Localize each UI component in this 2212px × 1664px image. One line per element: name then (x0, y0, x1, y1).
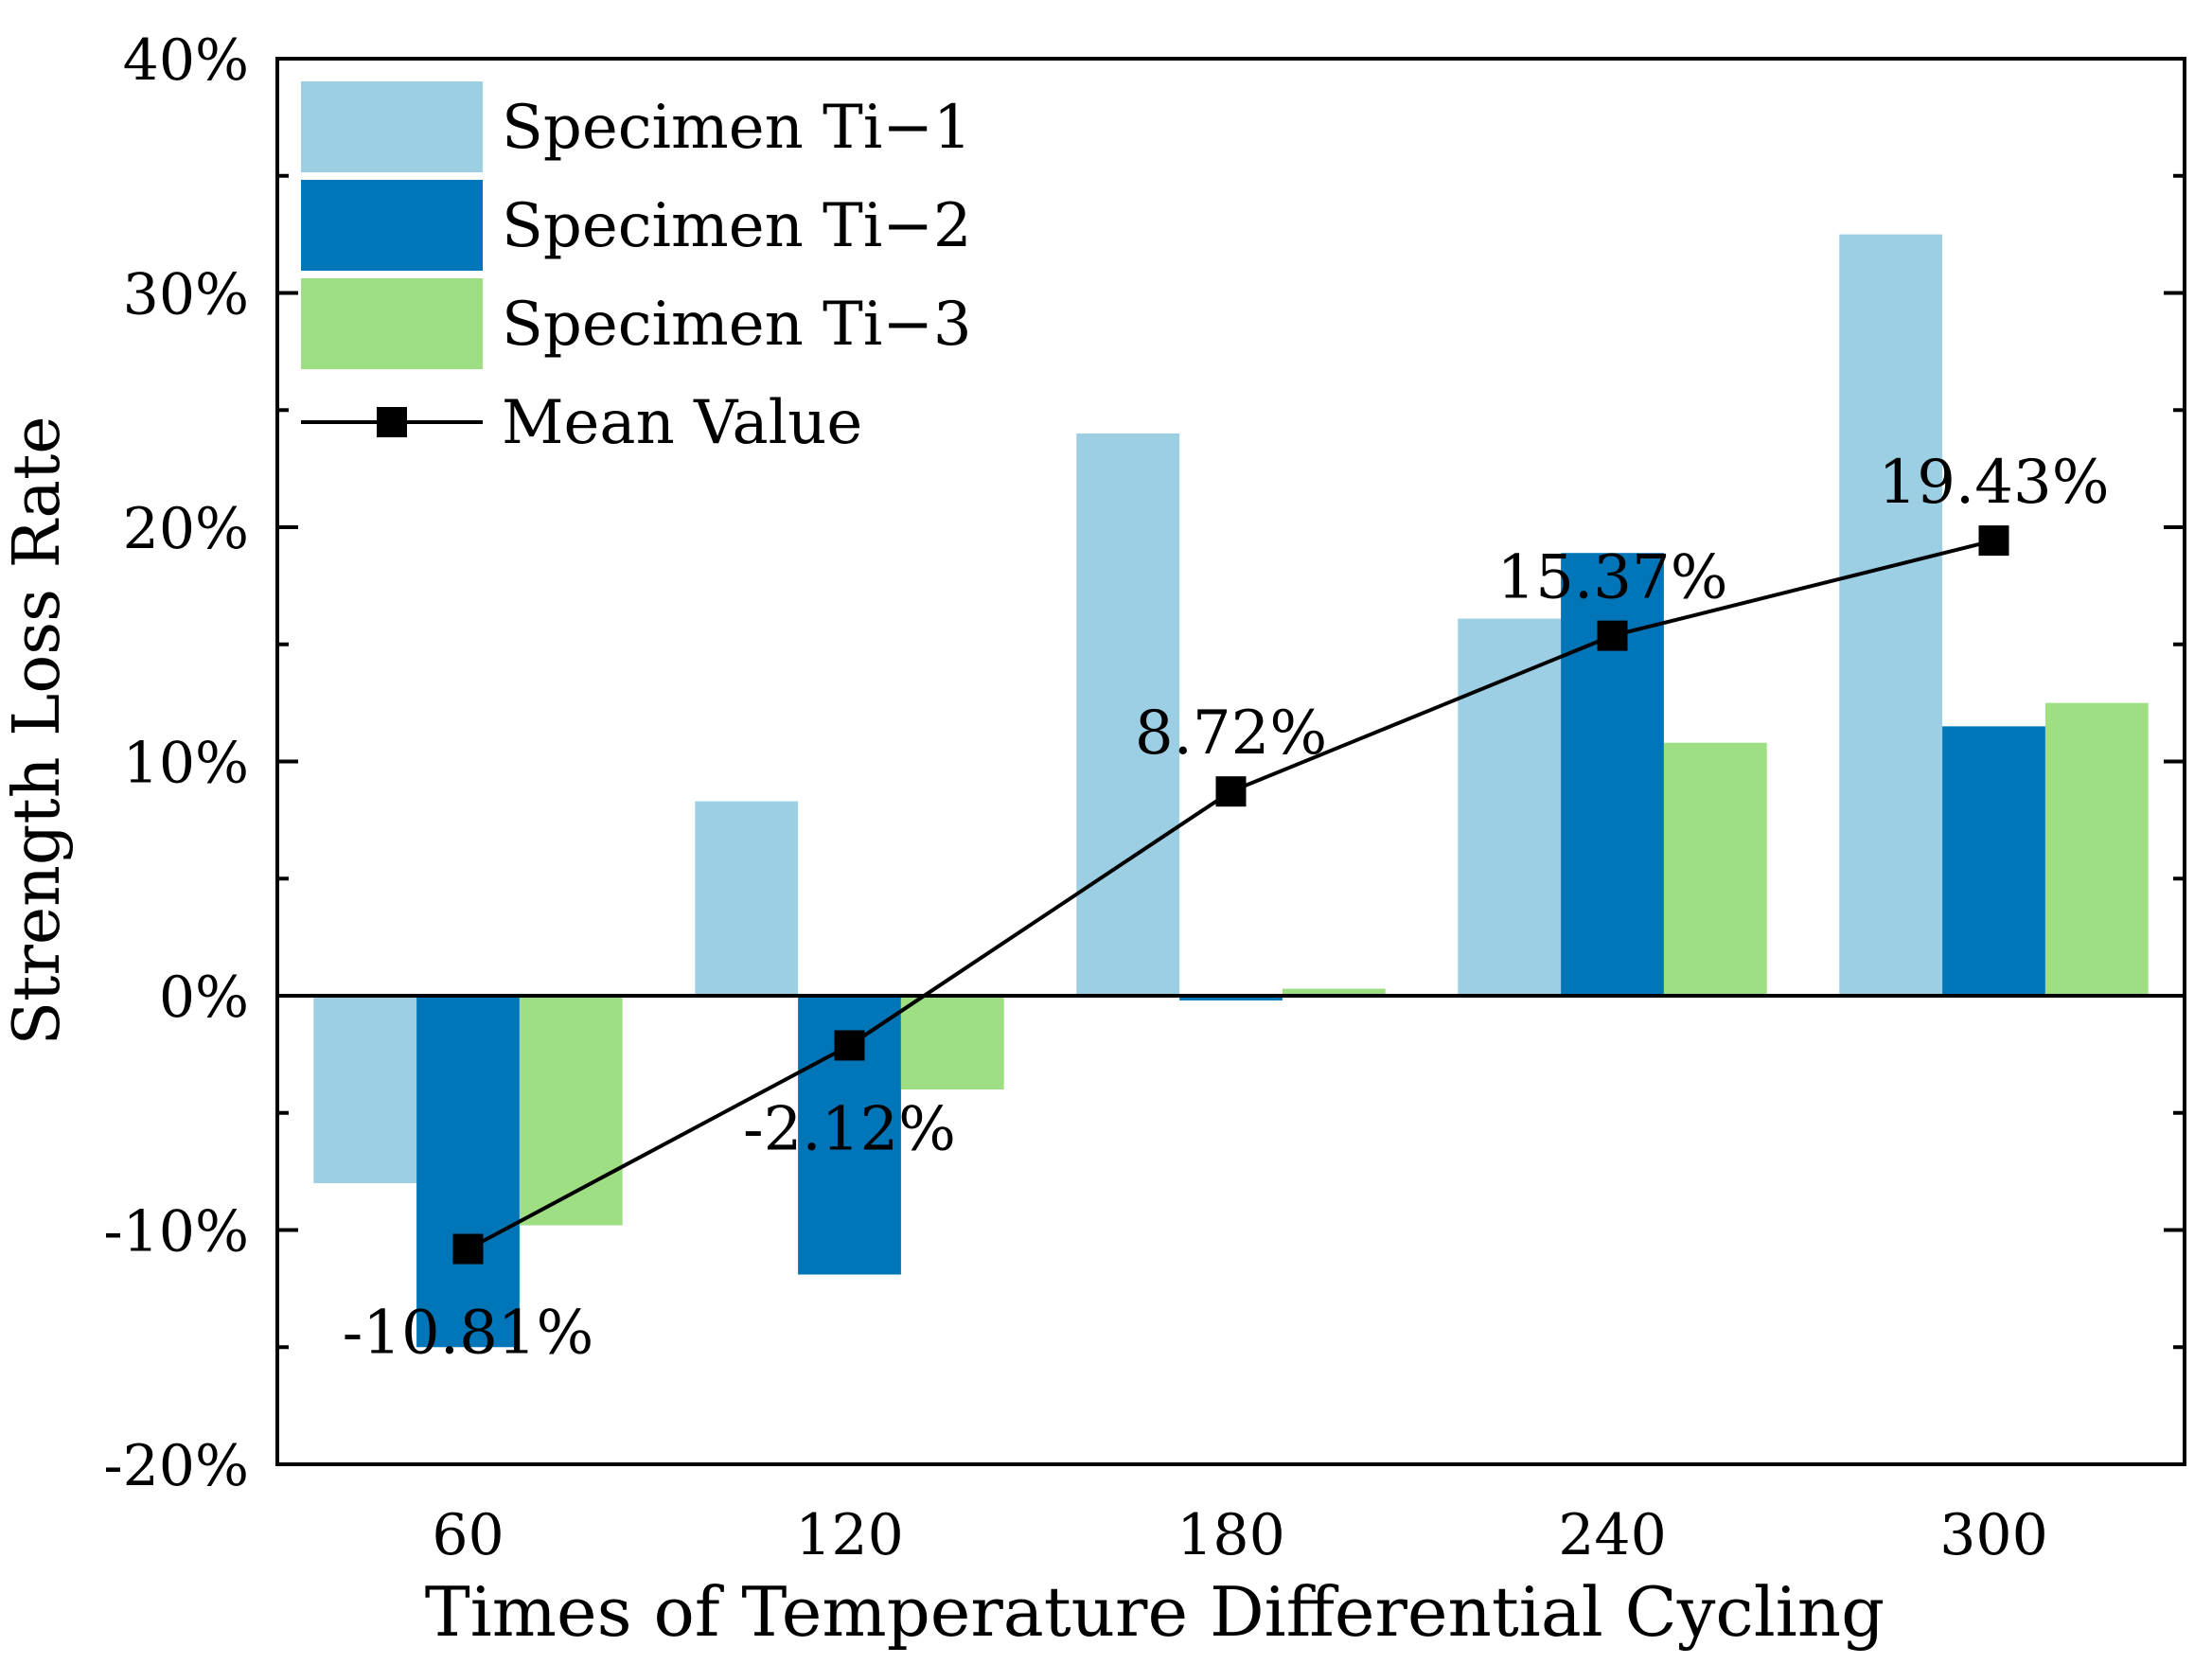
legend-swatch-1 (301, 81, 483, 172)
x-tick-label: 240 (1558, 1502, 1667, 1568)
y-tick-label: -20% (103, 1433, 249, 1499)
bar-3-240 (1663, 742, 1767, 996)
legend-swatch-2 (301, 180, 483, 271)
legend-mean-marker (377, 407, 407, 437)
mean-data-label: -2.12% (743, 1094, 956, 1164)
legend-label-mean: Mean Value (502, 388, 862, 458)
y-tick-label: 20% (123, 496, 249, 562)
y-tick-label: 30% (123, 262, 249, 328)
mean-marker-120 (834, 1030, 865, 1061)
mean-marker-180 (1215, 776, 1247, 807)
legend: Specimen Ti−1 Specimen Ti−2 Specimen Ti−3 M… (301, 81, 972, 458)
bar-3-180 (1282, 988, 1386, 996)
bar-2-180 (1179, 996, 1283, 1000)
bar-2-300 (1942, 726, 2045, 996)
bar-3-60 (519, 996, 623, 1226)
mean-marker-240 (1597, 620, 1628, 651)
mean-marker-300 (1978, 525, 2009, 557)
x-axis-title: Times of Temperature Differential Cyclin… (425, 1572, 1885, 1652)
bar-1-300 (1839, 234, 1943, 996)
bar-1-60 (313, 996, 417, 1183)
mean-data-label: 19.43% (1878, 448, 2109, 518)
bar-3-300 (2044, 702, 2149, 996)
y-tick-label: -10% (103, 1199, 249, 1266)
mean-data-label: 8.72% (1135, 699, 1327, 769)
legend-label-2: Specimen Ti−2 (502, 191, 972, 261)
mean-data-label: -10.81% (343, 1299, 594, 1369)
data-labels-layer: -10.81% -2.12% 8.72% 15.37% 19.43% (343, 448, 2110, 1368)
bar-1-240 (1458, 618, 1562, 996)
y-axis-title: Strength Loss Rate (0, 416, 75, 1045)
bars-layer (313, 234, 2149, 1348)
legend-label-1: Specimen Ti−1 (502, 93, 972, 163)
x-tick-label: 300 (1939, 1502, 2048, 1568)
bar-2-240 (1561, 553, 1664, 996)
axis-ticks-layer: -20% -10% 0% 10% 20% 30% 40% 60 120 180 240 300 (103, 27, 2185, 1568)
x-tick-label: 60 (432, 1502, 504, 1568)
y-tick-label: 40% (123, 27, 249, 94)
legend-swatch-3 (301, 278, 483, 369)
mean-marker-60 (452, 1233, 484, 1265)
bar-2-60 (416, 996, 520, 1348)
x-tick-label: 180 (1177, 1502, 1285, 1568)
y-tick-label: 10% (123, 731, 249, 797)
x-tick-label: 120 (795, 1502, 904, 1568)
mean-data-label: 15.37% (1496, 543, 1727, 613)
legend-label-3: Specimen Ti−3 (502, 290, 972, 360)
y-tick-label: 0% (159, 965, 249, 1031)
bar-1-120 (695, 801, 799, 996)
bar-3-120 (900, 996, 1004, 1089)
bar-1-180 (1076, 434, 1180, 996)
mean-line-layer (452, 525, 2009, 1265)
